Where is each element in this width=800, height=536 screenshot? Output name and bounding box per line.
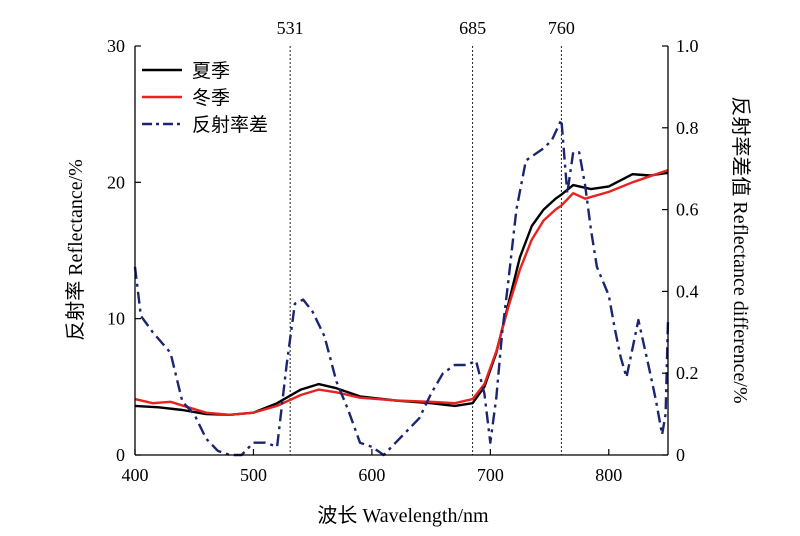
x-axis-label: 波长 Wavelength/nm: [317, 504, 489, 527]
vline-label-531: 531: [277, 18, 304, 38]
legend-label-3: 反射率差: [192, 114, 268, 136]
vline-layer: 531 685 760: [277, 18, 575, 455]
y-tick-label-left-0: 0: [116, 445, 125, 465]
legend-label-2: 冬季: [192, 87, 230, 109]
y-tick-label-left-20: 20: [107, 172, 125, 192]
series-line-3: [133, 118, 670, 457]
x-tick-label-600: 600: [358, 465, 385, 485]
x-tick-label-400: 400: [122, 465, 149, 485]
y-tick-label-left-10: 10: [107, 309, 125, 329]
y-tick-label-right-0: 0: [676, 445, 685, 465]
x-tick-label-800: 800: [595, 465, 622, 485]
series-line-2: [134, 168, 669, 416]
y-tick-label-right-1: 0.2: [676, 363, 699, 383]
y-tick-label-right-3: 0.6: [676, 200, 699, 220]
y-axis-label-left: 反射率 Reflectance/%: [64, 159, 87, 341]
y-tick-label-right-5: 1.0: [676, 36, 699, 56]
y-tick-label-right-2: 0.4: [676, 281, 699, 301]
y-axis-label-right: 反射率差值 Reflectance difference/%: [729, 96, 752, 403]
y-tick-label-left-30: 30: [107, 36, 125, 56]
vline-label-760: 760: [548, 18, 575, 38]
y-tick-label-right-4: 0.8: [676, 118, 699, 138]
legend-label-1: 夏季: [192, 60, 230, 82]
x-tick-label-500: 500: [240, 465, 267, 485]
series-layer: [133, 118, 670, 457]
vline-label-685: 685: [459, 18, 486, 38]
axes-layer: [134, 46, 669, 456]
x-tick-label-700: 700: [477, 465, 504, 485]
ticks-layer: 400 500 600 700 800 0 10 20 30 0 0.2 0.4 0.6 0.8 1.0: [107, 36, 699, 485]
